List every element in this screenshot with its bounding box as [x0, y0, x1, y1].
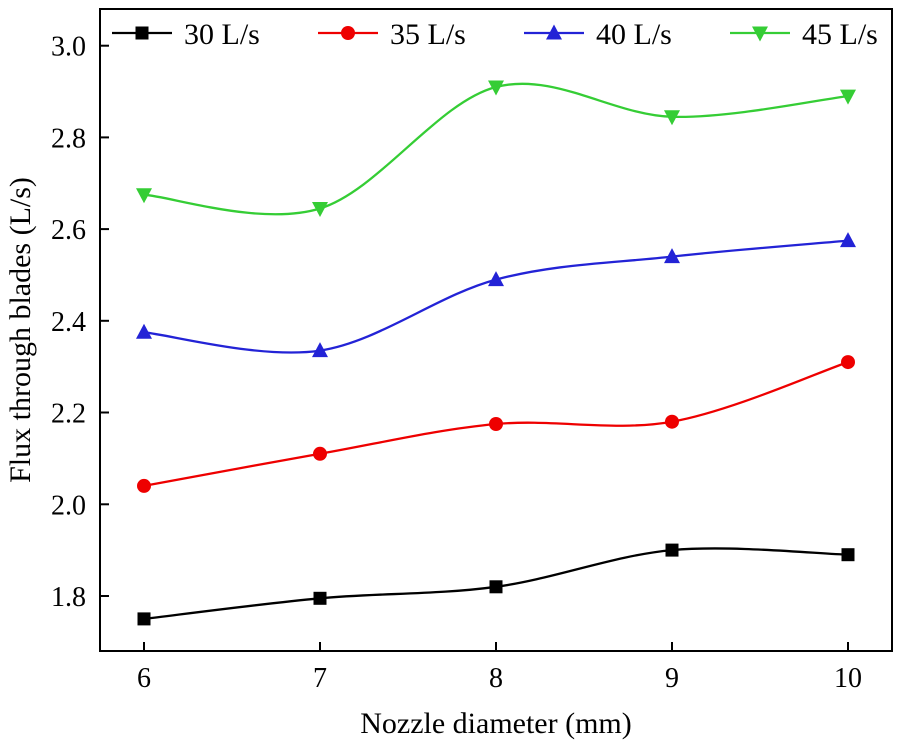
marker-triangle-down — [136, 188, 152, 204]
series-35-l-s — [137, 355, 855, 493]
y-tick-label: 2.2 — [51, 399, 86, 430]
plot-frame — [99, 8, 893, 652]
y-tick-label: 2.8 — [51, 123, 86, 154]
marker-triangle-down — [488, 80, 504, 96]
marker-triangle-up — [546, 24, 562, 40]
marker-square — [137, 612, 151, 626]
marker-square — [489, 580, 503, 594]
legend-entry-40-l-s: 40 L/s — [524, 18, 672, 51]
marker-square — [313, 591, 327, 605]
legend-label: 45 L/s — [802, 18, 878, 51]
marker-circle — [137, 478, 151, 493]
series-40-l-s — [136, 232, 856, 358]
legend: 30 L/s 35 L/s 40 L/s 45 L/s — [112, 18, 878, 51]
legend-entry-30-l-s: 30 L/s — [112, 18, 260, 51]
plot-border — [99, 8, 893, 652]
marker-triangle-up — [488, 271, 504, 287]
marker-square — [135, 26, 149, 40]
x-tick-label: 8 — [489, 663, 503, 694]
y-tick-label: 3.0 — [51, 32, 86, 63]
legend-entry-45-l-s: 45 L/s — [730, 18, 878, 51]
marker-square — [841, 548, 855, 562]
marker-triangle-down — [664, 110, 680, 126]
data-series — [136, 80, 856, 626]
marker-triangle-up — [840, 232, 856, 248]
x-tick-label: 10 — [834, 663, 862, 694]
legend-label: 30 L/s — [184, 18, 260, 51]
y-tick-label: 1.8 — [51, 582, 86, 613]
series-30-l-s — [137, 543, 855, 626]
marker-circle — [841, 355, 855, 370]
legend-entry-35-l-s: 35 L/s — [318, 18, 466, 51]
marker-triangle-down — [312, 202, 328, 217]
marker-square — [665, 543, 679, 557]
series-line — [142, 82, 850, 216]
marker-triangle-up — [312, 342, 328, 358]
legend-label: 35 L/s — [390, 18, 466, 51]
x-tick-label: 7 — [313, 663, 327, 694]
series-line — [142, 239, 850, 354]
marker-circle — [665, 414, 679, 429]
marker-triangle-down — [840, 89, 856, 105]
legend-label: 40 L/s — [596, 18, 672, 51]
marker-triangle-up — [136, 323, 152, 339]
x-tick-label: 6 — [137, 663, 151, 694]
y-tick-label: 2.0 — [51, 490, 86, 521]
marker-circle — [341, 26, 355, 40]
series-45-l-s — [136, 80, 856, 217]
y-tick-label: 2.4 — [51, 307, 86, 338]
marker-triangle-up — [664, 248, 680, 264]
marker-circle — [489, 417, 503, 431]
x-axis-title: Nozzle diameter (mm) — [360, 707, 632, 740]
axis-ticks: 6 7 8 9 10 1.8 2.0 2.2 2.4 2.6 2.8 3.0 — [51, 32, 862, 694]
x-tick-label: 9 — [665, 663, 679, 694]
marker-triangle-down — [752, 26, 768, 42]
y-tick-label: 2.6 — [51, 215, 86, 246]
y-axis-title: Flux through blades (L/s) — [4, 177, 37, 483]
marker-circle — [313, 446, 327, 461]
